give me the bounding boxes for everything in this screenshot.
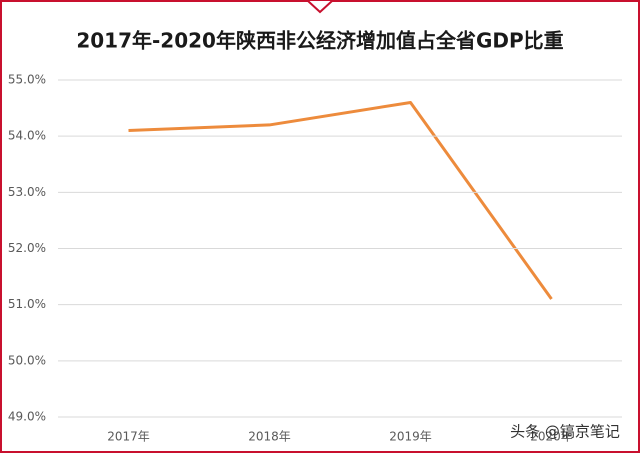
- y-tick-label: 49.0%: [8, 410, 46, 424]
- x-tick-label: 2018年: [248, 430, 291, 444]
- watermark: 头条 @镐京笔记: [510, 423, 620, 441]
- frame-notch: [307, 0, 333, 14]
- y-tick-label: 52.0%: [8, 241, 46, 255]
- x-tick-label: 2017年: [107, 430, 150, 444]
- x-tick-label: 2020年: [530, 430, 573, 444]
- data-line: [128, 100, 553, 300]
- chart-title: 2017年-2020年陕西非公经济增加值占全省GDP比重: [76, 29, 563, 53]
- y-tick-label: 54.0%: [8, 129, 46, 143]
- y-tick-label: 50.0%: [8, 353, 46, 367]
- y-tick-label: 53.0%: [8, 185, 46, 199]
- y-tick-label: 55.0%: [8, 73, 46, 87]
- x-tick-label: 2019年: [389, 430, 432, 444]
- y-tick-label: 51.0%: [8, 297, 46, 311]
